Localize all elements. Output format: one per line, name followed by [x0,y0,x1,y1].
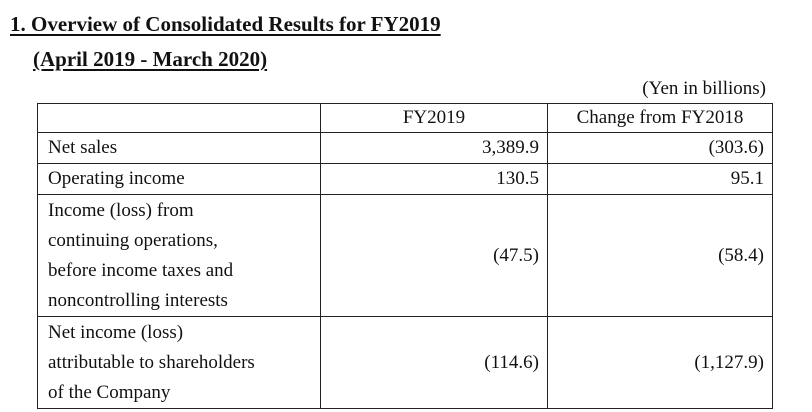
unit-note: (Yen in billions) [642,78,766,99]
cell-fy2019-value: (114.6) [320,316,548,409]
row-label-line: Income (loss) from [48,199,194,221]
cell-change-value: 95.1 [547,163,773,195]
cell-change-value: (58.4) [547,194,773,317]
row-label-line: noncontrolling interests [48,289,228,311]
row-label-income-before-taxes: Income (loss) from continuing operations… [37,194,321,317]
cell-fy2019-value: (47.5) [320,194,548,317]
period-subtitle: (April 2019 - March 2020) [33,47,268,71]
header-blank-cell [37,103,321,133]
row-label-operating-income: Operating income [37,163,321,195]
table-row: Income (loss) from continuing operations… [37,194,773,317]
row-label-net-income: Net income (loss) attributable to shareh… [37,316,321,409]
results-table: FY2019 Change from FY2018 Net sales 3,38… [37,103,773,409]
table-row: Operating income 130.5 95.1 [37,163,773,195]
cell-fy2019-value: 130.5 [320,163,548,195]
table-row: Net sales 3,389.9 (303.6) [37,132,773,164]
cell-change-value: (1,127.9) [547,316,773,409]
cell-fy2019-value: 3,389.9 [320,132,548,164]
table-row: Net income (loss) attributable to shareh… [37,316,773,409]
header-fy2019: FY2019 [320,103,548,133]
header-change-from-fy2018: Change from FY2018 [547,103,773,133]
row-label-line: of the Company [48,381,171,403]
row-label-line: Operating income [48,168,185,189]
cell-change-value: (303.6) [547,132,773,164]
row-label-line: continuing operations, [48,229,218,251]
row-label-line: Net income (loss) [48,321,184,343]
section-title: 1. Overview of Consolidated Results for … [10,12,441,36]
row-label-line: attributable to shareholders [48,351,255,373]
row-label-line: before income taxes and [48,259,234,281]
row-label-net-sales: Net sales [37,132,321,164]
row-label-line: Net sales [48,137,118,158]
table-header-row: FY2019 Change from FY2018 [37,103,773,133]
